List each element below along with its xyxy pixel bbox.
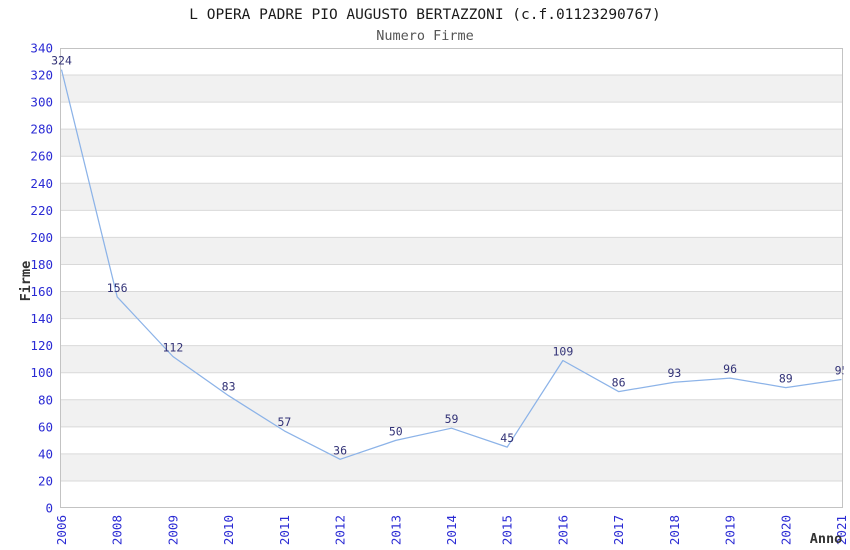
data-point-label: 96 — [723, 362, 737, 376]
y-tick-label: 140 — [30, 311, 53, 326]
y-tick-label: 0 — [45, 501, 53, 516]
plot-band — [61, 75, 842, 103]
x-tick-label: 2012 — [333, 515, 348, 545]
x-tick-label: 2017 — [611, 515, 626, 545]
y-tick-label: 320 — [30, 68, 53, 83]
y-tick-label: 200 — [30, 230, 53, 245]
plot-border-rect — [60, 48, 843, 508]
y-tick-label: 60 — [38, 419, 53, 434]
data-point-label: 112 — [163, 341, 184, 355]
data-point-label: 83 — [222, 380, 236, 394]
y-tick-label: 240 — [30, 176, 53, 191]
data-point-label: 109 — [553, 345, 574, 359]
y-tick-label: 220 — [30, 203, 53, 218]
plot-band — [61, 129, 842, 157]
y-tick-label: 80 — [38, 392, 53, 407]
plot-band — [61, 345, 842, 373]
y-tick-label: 160 — [30, 284, 53, 299]
data-point-label: 50 — [389, 424, 403, 438]
x-tick-label: 2011 — [277, 515, 292, 545]
x-tick-label: 2018 — [667, 515, 682, 545]
x-tick-label: 2010 — [221, 515, 236, 545]
y-tick-label: 100 — [30, 365, 53, 380]
x-tick-label: 2014 — [444, 515, 459, 545]
grid-lines — [61, 74, 842, 482]
y-tick-label: 20 — [38, 473, 53, 488]
y-tick-label: 180 — [30, 257, 53, 272]
y-axis-ticks: 0 20 40 60 80 100 120 140 160 180 200 220 240 260 280 3… — [30, 41, 53, 516]
data-point-label: 36 — [333, 443, 347, 457]
data-point-label: 156 — [107, 281, 128, 295]
plot-band — [61, 237, 842, 265]
y-tick-label: 120 — [30, 338, 53, 353]
plot-band — [61, 399, 842, 427]
plot-border — [60, 48, 843, 508]
x-axis-ticks: 2006 2008 2009 2010 2011 2012 2013 2014 2015 2016… — [54, 515, 849, 545]
plot-band — [61, 183, 842, 211]
data-point-label: 86 — [612, 376, 626, 390]
plot-band — [61, 291, 842, 319]
y-tick-label: 280 — [30, 122, 53, 137]
data-point-label: 59 — [445, 412, 459, 426]
plot-bands — [61, 75, 842, 481]
x-tick-label: 2009 — [165, 515, 180, 545]
x-tick-label: 2019 — [723, 515, 738, 545]
x-tick-label: 2021 — [834, 515, 849, 545]
x-tick-label: 2006 — [54, 515, 69, 545]
line-series — [60, 69, 842, 460]
x-axis-title: Anno — [810, 531, 843, 547]
series-line — [60, 69, 842, 460]
data-point-label: 45 — [500, 431, 514, 445]
data-point-label: 324 — [51, 54, 72, 68]
data-point-label: 95 — [835, 364, 849, 378]
y-tick-label: 300 — [30, 95, 53, 110]
x-tick-label: 2013 — [388, 515, 403, 545]
x-tick-label: 2020 — [778, 515, 793, 545]
y-tick-label: 260 — [30, 149, 53, 164]
x-tick-label: 2015 — [500, 515, 515, 545]
y-axis-title: Firme — [18, 261, 34, 302]
data-point-label: 89 — [779, 372, 793, 386]
y-tick-label: 340 — [30, 41, 53, 56]
chart-title: L OPERA PADRE PIO AUGUSTO BERTAZZONI (c.… — [189, 7, 660, 23]
plot-band — [61, 453, 842, 481]
chart-subtitle: Numero Firme — [376, 28, 474, 44]
y-tick-label: 40 — [38, 446, 53, 461]
data-point-labels: 324 156 112 83 57 36 50 59 45 109 86 93 96 89 95 — [51, 54, 849, 458]
data-point-label: 57 — [277, 415, 291, 429]
x-tick-label: 2008 — [110, 515, 125, 545]
x-tick-label: 2016 — [555, 515, 570, 545]
data-point-label: 93 — [667, 366, 681, 380]
